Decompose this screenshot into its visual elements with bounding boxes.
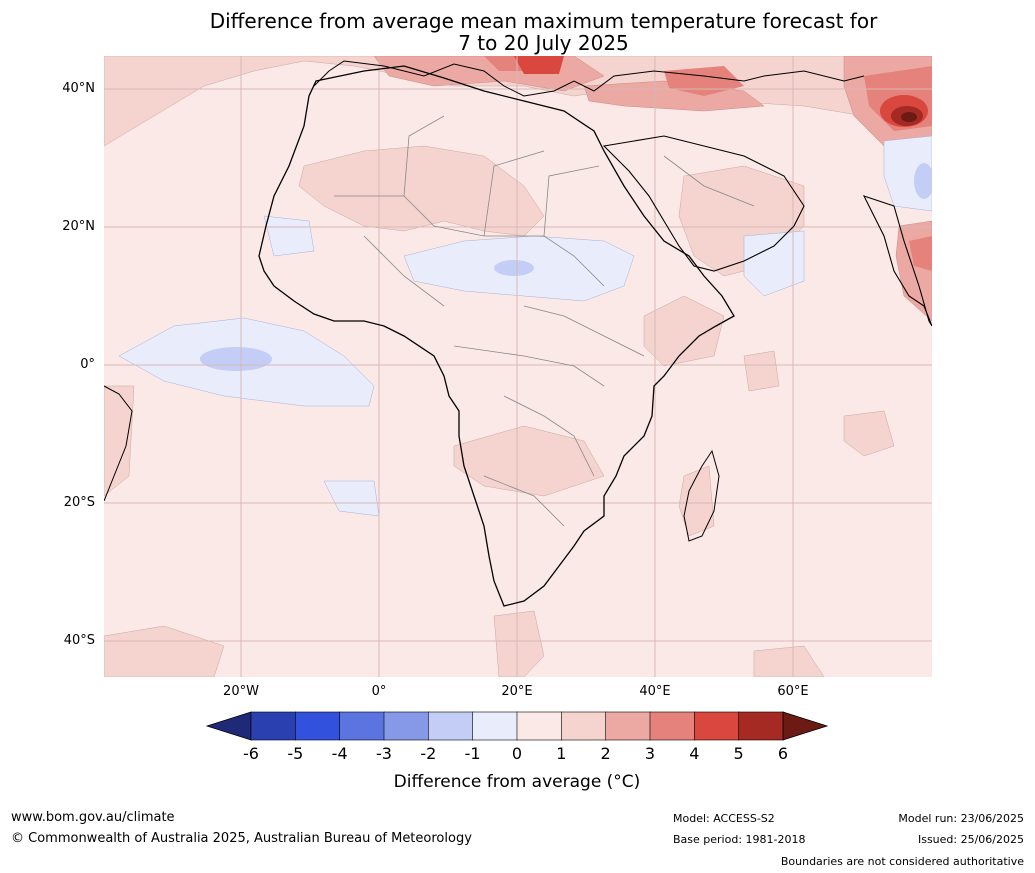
lon-label-20e: 20°E	[501, 684, 533, 699]
colorbar-tick-label: 2	[600, 744, 611, 763]
lat-label-40s: 40°S	[63, 633, 95, 648]
footer-base-period: Base period: 1981-2018	[673, 833, 806, 846]
map-title: Difference from average mean maximum tem…	[0, 10, 1035, 54]
footer-model-run: Model run: 23/06/2025	[898, 812, 1024, 825]
lat-label-20s: 20°S	[63, 495, 95, 510]
colorbar-tick-label: 1	[556, 744, 567, 763]
colorbar-tick-label: -5	[287, 744, 304, 763]
lon-label-40e: 40°E	[639, 684, 671, 699]
lat-label-20n: 20°N	[62, 219, 95, 234]
colorbar-segment	[472, 711, 518, 741]
south-america-coastline	[104, 385, 133, 502]
lon-label-60e: 60°E	[777, 684, 809, 699]
colorbar-segment	[295, 711, 341, 741]
colorbar-segment	[383, 711, 430, 741]
colorbar-segment	[339, 711, 385, 741]
colorbar-tick-label: 3	[644, 744, 656, 763]
map-canvas	[104, 56, 932, 677]
anomaly-6-plus-region	[901, 112, 917, 122]
footer-disclaimer: Boundaries are not considered authoritat…	[780, 855, 1024, 868]
colorbar-tick-label: -3	[376, 744, 392, 763]
colorbar-high-arrow	[782, 711, 829, 741]
country-borders	[334, 115, 755, 527]
footer-model: Model: ACCESS-S2	[673, 812, 775, 825]
colorbar-segment	[428, 711, 474, 741]
footer-copyright: © Commonwealth of Australia 2025, Austra…	[11, 831, 472, 846]
colorbar-tick-label: -1	[464, 744, 481, 763]
colorbar-segment	[649, 711, 696, 741]
colorbar-tick-label: 0	[511, 744, 523, 763]
colorbar-segment	[693, 711, 740, 741]
europe-coastline	[313, 60, 865, 97]
colorbar-tick-label: -2	[420, 744, 437, 763]
title-line-1: Difference from average mean maximum tem…	[209, 9, 878, 33]
colorbar-title: Difference from average (°C)	[393, 772, 641, 792]
title-line-2: 7 to 20 July 2025	[458, 31, 629, 55]
colorbar-segment	[516, 711, 563, 741]
lat-label-0: 0°	[80, 357, 95, 372]
colorbar-tick-label: -4	[331, 744, 348, 763]
madagascar-coastline	[683, 449, 720, 542]
forecast-map	[104, 56, 932, 677]
colorbar	[205, 711, 829, 741]
colorbar-low-arrow	[205, 711, 252, 741]
footer-issued: Issued: 25/06/2025	[917, 833, 1024, 846]
footer-url[interactable]: www.bom.gov.au/climate	[11, 810, 175, 825]
colorbar-tick-label: -6	[243, 744, 259, 763]
colorbar-tick-label: 4	[689, 744, 700, 763]
colorbar-segments	[250, 711, 784, 741]
colorbar-segment	[605, 711, 651, 741]
lat-label-40n: 40°N	[62, 81, 95, 96]
colorbar-tick-label: 5	[733, 744, 744, 763]
colorbar-segment	[250, 711, 297, 741]
lon-label-20w: 20°W	[223, 684, 259, 699]
arabia-coastline	[602, 135, 805, 272]
colorbar-tick-label: 6	[777, 744, 789, 763]
colorbar-segment	[738, 711, 784, 741]
colorbar-segment	[561, 711, 607, 741]
lon-label-0: 0°	[371, 684, 387, 699]
africa-coastline	[258, 65, 735, 607]
india-coastline	[862, 195, 932, 327]
